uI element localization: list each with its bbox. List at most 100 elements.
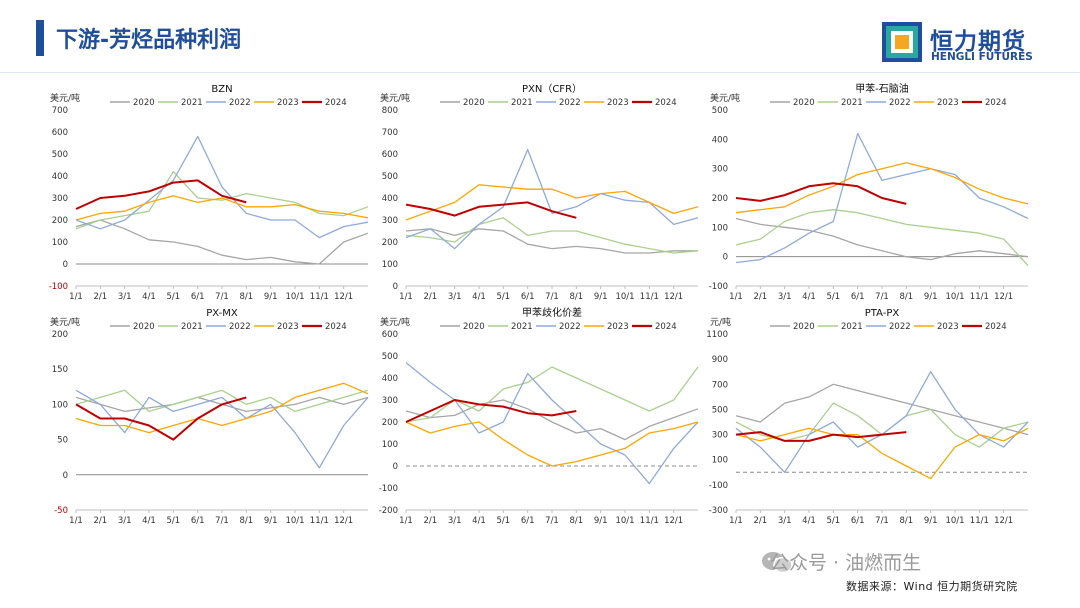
y-tick-label: 400: [52, 172, 68, 182]
legend-label-2020: 2020: [463, 98, 485, 108]
x-tick-label: 12/1: [994, 292, 1013, 302]
y-unit-label: 美元/吨: [710, 92, 740, 104]
series-line-2024: [75, 179, 247, 210]
y-tick-label: 400: [712, 135, 728, 145]
y-tick-label: -50: [54, 506, 68, 516]
x-tick-label: 7/1: [545, 292, 559, 302]
x-tick-label: 12/1: [994, 516, 1013, 526]
legend-label-2024: 2024: [655, 98, 677, 108]
legend-label-2022: 2022: [889, 322, 911, 332]
y-tick-label: 400: [382, 374, 398, 384]
y-tick-label: 500: [712, 106, 728, 116]
legend-label-2022: 2022: [229, 98, 251, 108]
y-tick-label: 1100: [706, 330, 728, 340]
x-tick-label: 4/1: [472, 516, 486, 526]
x-tick-label: 8/1: [899, 516, 913, 526]
y-tick-label: -100: [49, 282, 68, 292]
x-tick-label: 1/1: [729, 516, 743, 526]
x-tick-label: 2/1: [753, 516, 767, 526]
legend-label-2022: 2022: [229, 322, 251, 332]
x-tick-label: 2/1: [423, 516, 437, 526]
series-line-2023: [405, 184, 699, 221]
x-tick-label: 8/1: [239, 292, 253, 302]
x-tick-label: 8/1: [569, 516, 583, 526]
series-line-2023: [735, 427, 1029, 480]
y-unit-label: 美元/吨: [50, 316, 80, 328]
y-tick-label: 100: [52, 400, 68, 410]
y-tick-label: 700: [52, 106, 68, 116]
y-tick-label: 200: [52, 216, 68, 226]
y-tick-label: 500: [382, 172, 398, 182]
x-tick-label: 7/1: [545, 516, 559, 526]
x-tick-label: 3/1: [448, 516, 462, 526]
y-tick-label: 100: [52, 238, 68, 248]
series-line-2021: [735, 402, 1029, 448]
x-tick-label: 10/1: [615, 292, 634, 302]
legend-label-2024: 2024: [325, 98, 347, 108]
y-tick-label: 200: [382, 418, 398, 428]
legend-label-2021: 2021: [181, 98, 203, 108]
x-tick-label: 11/1: [640, 292, 659, 302]
series-line-2020: [735, 217, 1029, 261]
x-tick-label: 6/1: [521, 292, 535, 302]
y-tick-label: -300: [709, 506, 728, 516]
x-tick-label: 9/1: [924, 516, 938, 526]
y-unit-label: 美元/吨: [50, 92, 80, 104]
x-tick-label: 11/1: [970, 516, 989, 526]
x-tick-label: 4/1: [142, 516, 156, 526]
x-tick-label: 10/1: [285, 516, 304, 526]
x-tick-label: 4/1: [142, 292, 156, 302]
legend-label-2021: 2021: [841, 322, 863, 332]
series-line-2022: [735, 371, 1029, 473]
x-tick-label: 5/1: [166, 516, 180, 526]
series-line-2024: [405, 399, 577, 423]
chart-title: 甲苯-石脑油: [855, 82, 909, 95]
x-tick-label: 2/1: [93, 292, 107, 302]
series-line-2020: [735, 383, 1029, 436]
y-tick-label: 400: [382, 194, 398, 204]
y-tick-label: 50: [57, 436, 68, 446]
x-tick-label: 8/1: [899, 292, 913, 302]
x-tick-label: 2/1: [93, 516, 107, 526]
x-tick-label: 5/1: [496, 516, 510, 526]
legend-label-2023: 2023: [937, 98, 959, 108]
x-tick-label: 10/1: [945, 516, 964, 526]
x-tick-label: 9/1: [594, 292, 608, 302]
y-unit-label: 美元/吨: [380, 92, 410, 104]
series-line-2020: [405, 399, 699, 441]
header-divider: [0, 72, 1080, 73]
x-tick-label: 3/1: [118, 292, 132, 302]
x-tick-label: 7/1: [215, 516, 229, 526]
y-tick-label: -100: [709, 282, 728, 292]
y-tick-label: 0: [723, 253, 728, 263]
legend-label-2023: 2023: [277, 322, 299, 332]
legend-label-2021: 2021: [841, 98, 863, 108]
x-tick-label: 10/1: [945, 292, 964, 302]
x-tick-label: 3/1: [448, 292, 462, 302]
y-tick-label: 100: [712, 456, 728, 466]
legend-label-2021: 2021: [181, 322, 203, 332]
y-tick-label: 300: [382, 216, 398, 226]
x-tick-label: 12/1: [334, 292, 353, 302]
legend-label-2022: 2022: [889, 98, 911, 108]
data-source: 数据来源：Wind 恒力期货研究院: [846, 580, 1018, 593]
y-tick-label: 700: [712, 380, 728, 390]
chart-bzn: 美元/吨 BZN 2020 2021 2022 2023 2024 -100 0 100 200 30…: [49, 84, 369, 302]
legend-label-2024: 2024: [985, 322, 1007, 332]
chart-title: PTA-PX: [865, 308, 900, 319]
x-tick-label: 12/1: [334, 516, 353, 526]
y-tick-label: 600: [382, 150, 398, 160]
legend-label-2020: 2020: [463, 322, 485, 332]
wechat-icon: [762, 552, 793, 574]
legend-label-2024: 2024: [325, 322, 347, 332]
chart-toluene-naphtha: 美元/吨 甲苯-石脑油 2020 2021 2022 2023 2024 -100 0 100 20…: [709, 82, 1029, 302]
series-line-2020: [405, 228, 698, 254]
x-tick-label: 5/1: [826, 516, 840, 526]
x-tick-label: 10/1: [285, 292, 304, 302]
y-tick-label: 800: [382, 106, 398, 116]
page-title: 下游-芳烃品种利润: [56, 28, 242, 53]
x-tick-label: 11/1: [970, 292, 989, 302]
y-unit-label: 美元/吨: [380, 316, 410, 328]
series-line-2024: [75, 396, 247, 441]
y-tick-label: 700: [382, 128, 398, 138]
